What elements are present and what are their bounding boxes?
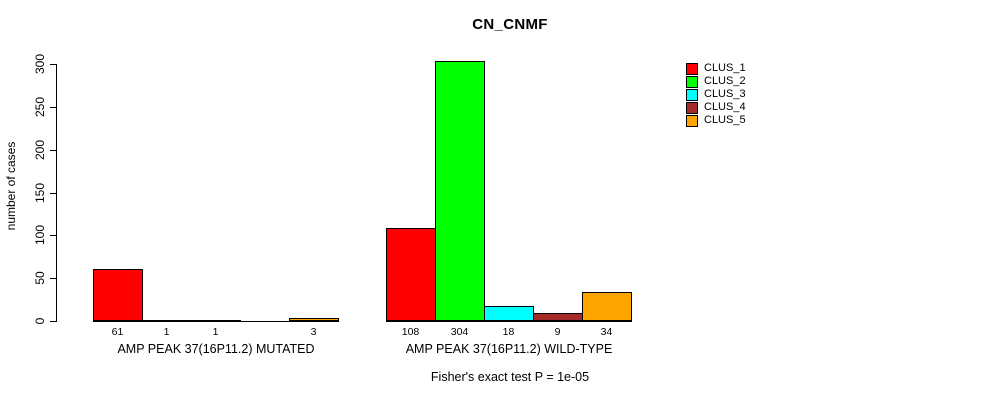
x-axis-group-label: AMP PEAK 37(16P11.2) MUTATED (117, 342, 315, 356)
y-tick (50, 64, 56, 65)
bar-value-label: 1 (212, 326, 219, 338)
bar-clus_3 (484, 306, 534, 321)
bar-value-label: 9 (554, 326, 561, 338)
legend: CLUS_1 CLUS_2 CLUS_3 CLUS_4 CLUS_5 (686, 62, 746, 128)
y-tick (50, 107, 56, 108)
x-axis-group-label: AMP PEAK 37(16P11.2) WILD-TYPE (405, 342, 613, 356)
bar-value-label: 108 (401, 326, 420, 338)
bar-clus_1 (386, 228, 436, 321)
legend-swatch-clus_2 (686, 75, 698, 88)
legend-item: CLUS_3 (686, 88, 746, 101)
legend-swatch-clus_4 (686, 101, 698, 114)
y-tick-label: 50 (33, 271, 47, 285)
y-tick-label: 300 (33, 53, 47, 75)
legend-label: CLUS_2 (704, 75, 746, 87)
bar-clus_2 (435, 61, 485, 321)
legend-item: CLUS_2 (686, 75, 746, 88)
bar-clus_1 (93, 269, 143, 321)
legend-item: CLUS_5 (686, 114, 746, 127)
y-tick-label: 150 (33, 182, 47, 204)
bar-clus_2 (142, 320, 192, 321)
y-axis-line (56, 64, 57, 322)
legend-swatch-clus_1 (686, 62, 698, 75)
y-tick-label: 250 (33, 96, 47, 118)
bar-value-label: 304 (450, 326, 469, 338)
bar-clus_5 (289, 318, 339, 321)
legend-label: CLUS_1 (704, 62, 746, 74)
bar-value-label: 34 (600, 326, 613, 338)
bar-value-label: 61 (111, 326, 124, 338)
y-tick (50, 321, 56, 322)
y-tick (50, 193, 56, 194)
legend-label: CLUS_3 (704, 88, 746, 100)
legend-label: CLUS_4 (704, 101, 746, 113)
legend-swatch-clus_3 (686, 88, 698, 101)
legend-item: CLUS_4 (686, 101, 746, 114)
legend-item: CLUS_1 (686, 62, 746, 75)
bar-clus_3 (191, 320, 241, 321)
bar-value-label: 3 (310, 326, 317, 338)
group-baseline (93, 321, 339, 322)
y-tick-label: 0 (33, 317, 47, 325)
bar-value-label: 18 (502, 326, 515, 338)
bar-clus_4 (533, 313, 583, 321)
group-baseline (386, 321, 632, 322)
bar-value-label: 1 (163, 326, 170, 338)
legend-swatch-clus_5 (686, 114, 698, 127)
y-tick (50, 235, 56, 236)
legend-label: CLUS_5 (704, 114, 746, 126)
y-tick (50, 150, 56, 151)
y-tick-label: 100 (33, 224, 47, 246)
chart-title: CN_CNMF (472, 16, 548, 33)
bar-clus_5 (582, 292, 632, 321)
y-tick (50, 278, 56, 279)
fisher-test-annotation: Fisher's exact test P = 1e-05 (430, 370, 590, 384)
y-tick-label: 200 (33, 139, 47, 161)
